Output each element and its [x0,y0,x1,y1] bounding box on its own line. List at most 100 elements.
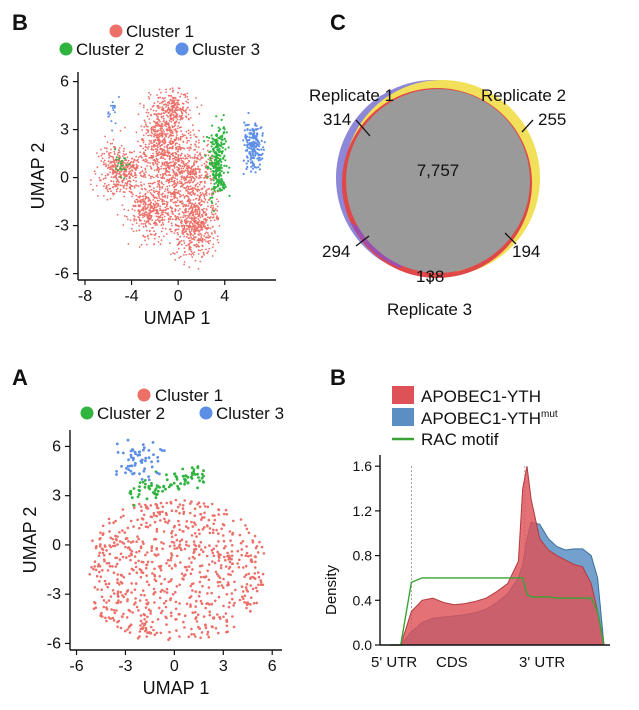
scatter-point-cluster2 [219,136,222,139]
scatter-point-cluster1 [164,615,167,619]
scatter-point-cluster2 [227,171,230,174]
scatter-point-cluster1 [190,188,193,191]
scatter-point-cluster1 [167,104,169,107]
scatter-point-cluster1 [148,222,151,225]
scatter-point-cluster1 [163,133,166,136]
scatter-point-cluster1 [152,109,155,112]
scatter-point-cluster2 [120,160,123,162]
scatter-point-cluster1 [133,555,137,558]
scatter-point-cluster1 [191,181,194,184]
scatter-point-cluster1 [157,107,160,110]
scatter-point-cluster2 [220,152,223,155]
scatter-point-cluster1 [158,140,160,142]
scatter-point-cluster3 [126,464,130,468]
scatter-point-cluster2 [225,164,228,168]
scatter-point-cluster1 [142,225,145,228]
scatter-point-cluster1 [184,211,187,214]
scatter-point-cluster1 [146,631,149,634]
scatter-point-cluster1 [161,227,164,230]
scatter-point-cluster1 [244,586,248,589]
scatter-point-cluster1 [168,630,171,634]
x-tick-label: -6 [69,658,83,675]
scatter-point-cluster1 [139,151,142,154]
scatter-point-cluster1 [154,132,156,135]
scatter-point-cluster1 [144,223,147,225]
scatter-point-cluster1 [164,212,167,214]
scatter-point-cluster1 [204,225,206,228]
scatter-point-cluster1 [157,205,159,207]
scatter-point-cluster2 [212,209,215,213]
scatter-point-cluster1 [194,206,197,209]
scatter-point-cluster1 [158,194,160,196]
scatter-point-cluster1 [150,216,152,219]
scatter-point-cluster1 [190,230,193,232]
scatter-point-cluster1 [105,619,108,623]
scatter-point-cluster1 [202,136,205,138]
scatter-point-cluster1 [107,517,111,521]
scatter-point-cluster1 [174,138,177,141]
scatter-point-cluster1 [154,222,157,225]
y-tick-label: 6 [52,438,61,455]
scatter-point-cluster1 [249,554,253,557]
scatter-point-cluster1 [181,185,184,188]
scatter-point-cluster3 [115,470,118,473]
scatter-point-cluster1 [192,192,195,195]
scatter-point-cluster1 [188,179,191,182]
scatter-point-cluster1 [195,97,197,99]
scatter-point-cluster1 [162,211,165,214]
scatter-point-cluster1 [159,569,163,572]
scatter-point-cluster1 [205,248,208,251]
scatter-point-cluster1 [207,578,211,581]
scatter-point-cluster1 [187,190,189,193]
scatter-point-cluster1 [162,542,165,545]
scatter-point-cluster3 [258,143,261,146]
scatter-point-cluster3 [115,473,118,476]
scatter-point-cluster1 [162,117,165,120]
scatter-point-cluster1 [157,154,159,157]
scatter-point-cluster1 [159,173,162,176]
scatter-point-cluster1 [186,95,189,98]
scatter-point-cluster1 [187,132,190,135]
scatter-point-cluster1 [162,154,165,157]
scatter-point-cluster1 [159,501,163,505]
scatter-point-cluster1 [146,109,149,111]
scatter-point-cluster3 [249,147,253,150]
scatter-point-cluster1 [106,184,108,187]
scatter-point-cluster1 [262,552,266,555]
scatter-point-cluster1 [150,167,153,170]
scatter-point-cluster1 [154,138,157,141]
scatter-point-cluster1 [108,552,112,556]
scatter-point-cluster1 [157,152,159,155]
scatter-point-cluster1 [150,156,153,158]
scatter-point-cluster1 [165,104,168,106]
scatter-point-cluster1 [227,583,230,586]
scatter-point-cluster3 [249,129,252,132]
scatter-point-cluster1 [185,222,188,225]
scatter-point-cluster1 [149,233,152,236]
scatter-point-cluster1 [197,208,199,211]
scatter-point-cluster1 [136,535,139,538]
scatter-point-cluster2 [129,492,133,496]
scatter-point-cluster1 [163,103,166,106]
scatter-point-cluster1 [163,215,166,218]
scatter-point-cluster1 [137,113,140,116]
scatter-point-cluster1 [187,185,190,188]
scatter-point-cluster1 [199,201,201,204]
scatter-point-cluster1 [189,172,192,175]
scatter-point-cluster1 [94,546,98,550]
scatter-point-cluster1 [126,161,129,164]
scatter-point-cluster1 [179,171,182,173]
scatter-point-cluster1 [92,188,94,191]
scatter-point-cluster1 [180,202,183,205]
scatter-point-cluster1 [187,129,190,132]
scatter-point-cluster2 [175,478,179,481]
scatter-point-cluster1 [157,96,160,99]
scatter-point-cluster1 [110,608,113,611]
scatter-point-cluster1 [208,531,212,535]
scatter-point-cluster1 [151,157,153,160]
scatter-point-cluster2 [217,137,220,140]
scatter-point-cluster1 [211,178,213,181]
scatter-point-cluster3 [259,127,262,130]
scatter-point-cluster1 [200,104,203,107]
scatter-point-cluster1 [130,172,133,175]
